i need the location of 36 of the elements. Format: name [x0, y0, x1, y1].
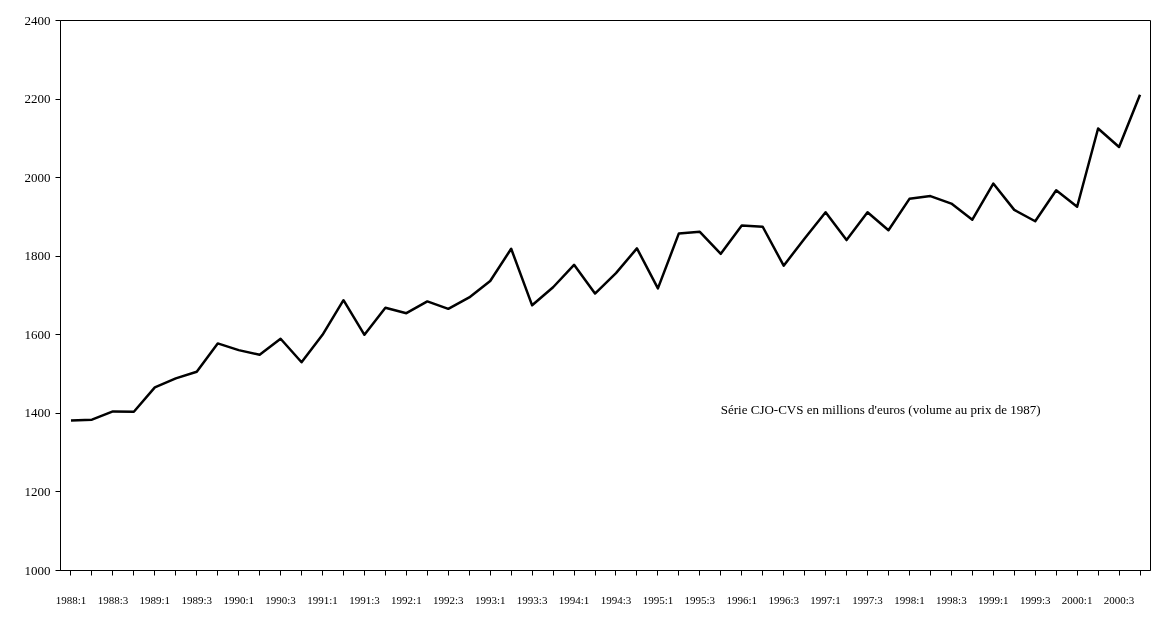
- y-tick-label: 2400: [24, 12, 51, 28]
- x-tick-label: 1994:3: [600, 593, 632, 606]
- x-tick-label: 1992:3: [433, 593, 465, 606]
- y-tick-label: 1600: [24, 326, 51, 342]
- annotation: Série CJO-CVS en millions d'euros (volume au prix de 1987): [720, 401, 1041, 417]
- x-tick-label: 1991:1: [307, 593, 338, 606]
- x-tick-label: 1997:3: [852, 593, 884, 606]
- y-tick-label: 1800: [24, 248, 51, 264]
- x-tick-label: 1988:3: [97, 593, 129, 606]
- x-tick-label: 1989:3: [181, 593, 213, 606]
- x-tick-label: 1993:3: [516, 593, 548, 606]
- line-series: [69, 93, 1142, 422]
- x-tick-label: 1988:1: [55, 593, 87, 606]
- x-tick-label: 2000:3: [1103, 593, 1135, 606]
- x-tick-label: 1998:1: [894, 593, 925, 606]
- x-tick-label: 1994:1: [558, 593, 590, 606]
- x-tick-label: 1989:1: [139, 593, 171, 606]
- x-tick-label: 2000:1: [1061, 593, 1093, 606]
- x-tick-label: 1990:1: [223, 593, 254, 606]
- x-tick-label: 1996:1: [726, 593, 758, 606]
- x-tick-label: 1993:1: [474, 593, 506, 606]
- y-tick-label: 2200: [24, 91, 51, 107]
- x-tick-label: 1999:3: [1019, 593, 1051, 606]
- y-tick-label: 2000: [24, 169, 51, 185]
- x-tick-label: 1992:1: [391, 593, 422, 606]
- x-tick-label: 1998:3: [936, 593, 968, 606]
- y-tick-label: 1200: [24, 483, 51, 499]
- y-tick-label: 1000: [24, 562, 51, 578]
- x-tick-label: 1999:1: [978, 593, 1009, 606]
- y-tick-label: 1400: [24, 405, 51, 421]
- x-tick-label: 1991:3: [349, 593, 381, 606]
- x-tick-label: 1990:3: [265, 593, 297, 606]
- x-tick-label: 1996:3: [768, 593, 800, 606]
- x-tick-label: 1995:3: [684, 593, 716, 606]
- x-tick-label: 1995:1: [642, 593, 674, 606]
- x-tick-label: 1997:1: [810, 593, 841, 606]
